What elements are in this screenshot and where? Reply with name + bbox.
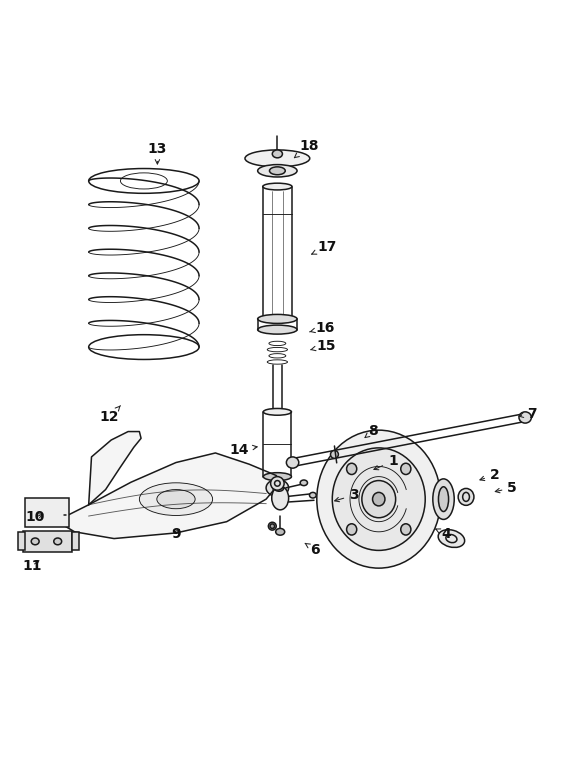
Text: 5: 5 [495,481,517,495]
Ellipse shape [331,451,338,458]
Text: 11: 11 [23,559,42,573]
Ellipse shape [519,412,531,423]
Text: 17: 17 [312,240,337,254]
Ellipse shape [300,480,307,485]
Ellipse shape [362,481,396,518]
FancyBboxPatch shape [23,531,72,552]
Ellipse shape [458,489,474,506]
Text: 7: 7 [519,407,537,421]
Ellipse shape [438,530,465,547]
Text: 18: 18 [294,139,319,158]
Ellipse shape [268,523,276,530]
Text: 4: 4 [436,527,451,541]
Ellipse shape [286,457,299,468]
Ellipse shape [433,478,454,519]
Ellipse shape [310,492,316,498]
Ellipse shape [346,463,357,475]
Ellipse shape [258,325,297,334]
Text: 6: 6 [305,543,320,557]
Polygon shape [62,453,280,539]
Ellipse shape [45,510,50,515]
Ellipse shape [263,315,292,322]
Ellipse shape [332,448,425,550]
Polygon shape [89,431,141,505]
Text: 12: 12 [100,406,121,424]
Ellipse shape [54,538,62,545]
Ellipse shape [317,430,441,568]
Ellipse shape [271,477,284,490]
Text: 9: 9 [171,527,181,541]
Text: 2: 2 [480,468,500,482]
Ellipse shape [31,538,39,545]
Ellipse shape [269,167,285,175]
Ellipse shape [263,472,291,481]
Ellipse shape [139,483,213,516]
Text: 3: 3 [335,489,359,502]
Text: 15: 15 [311,339,336,353]
Ellipse shape [272,150,282,158]
Ellipse shape [439,487,449,512]
Text: 8: 8 [365,424,378,438]
Text: 10: 10 [25,510,45,524]
Ellipse shape [346,524,357,535]
Ellipse shape [266,479,289,496]
FancyBboxPatch shape [72,532,79,550]
Ellipse shape [401,463,411,475]
Text: 16: 16 [310,321,335,335]
Text: 14: 14 [230,443,257,457]
FancyBboxPatch shape [18,532,25,550]
Ellipse shape [157,489,195,509]
FancyBboxPatch shape [25,498,69,527]
Ellipse shape [272,486,289,510]
Ellipse shape [258,315,297,323]
Ellipse shape [263,408,291,415]
Ellipse shape [401,524,411,535]
Ellipse shape [245,150,310,167]
Ellipse shape [276,529,285,535]
Ellipse shape [372,492,385,506]
Ellipse shape [258,165,297,177]
Ellipse shape [275,485,284,492]
Text: 1: 1 [374,455,398,470]
Text: 13: 13 [148,141,167,164]
Ellipse shape [37,502,58,523]
Ellipse shape [263,183,292,190]
Ellipse shape [42,507,53,518]
